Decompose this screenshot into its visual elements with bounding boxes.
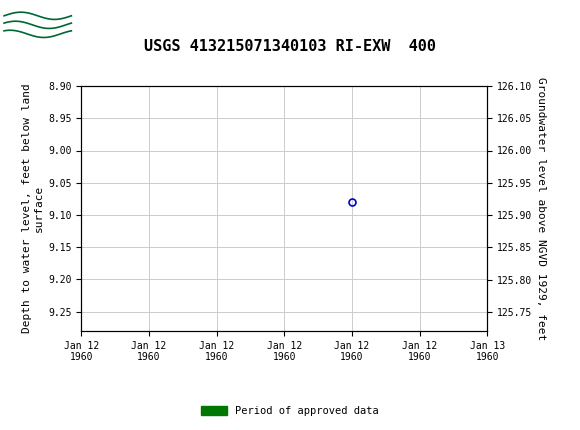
Y-axis label: Depth to water level, feet below land
surface: Depth to water level, feet below land su… <box>22 84 44 333</box>
Text: USGS 413215071340103 RI-EXW  400: USGS 413215071340103 RI-EXW 400 <box>144 39 436 54</box>
Legend: Period of approved data: Period of approved data <box>197 402 383 421</box>
Y-axis label: Groundwater level above NGVD 1929, feet: Groundwater level above NGVD 1929, feet <box>536 77 546 340</box>
Bar <box>3 3 72 42</box>
Text: USGS: USGS <box>84 14 139 31</box>
